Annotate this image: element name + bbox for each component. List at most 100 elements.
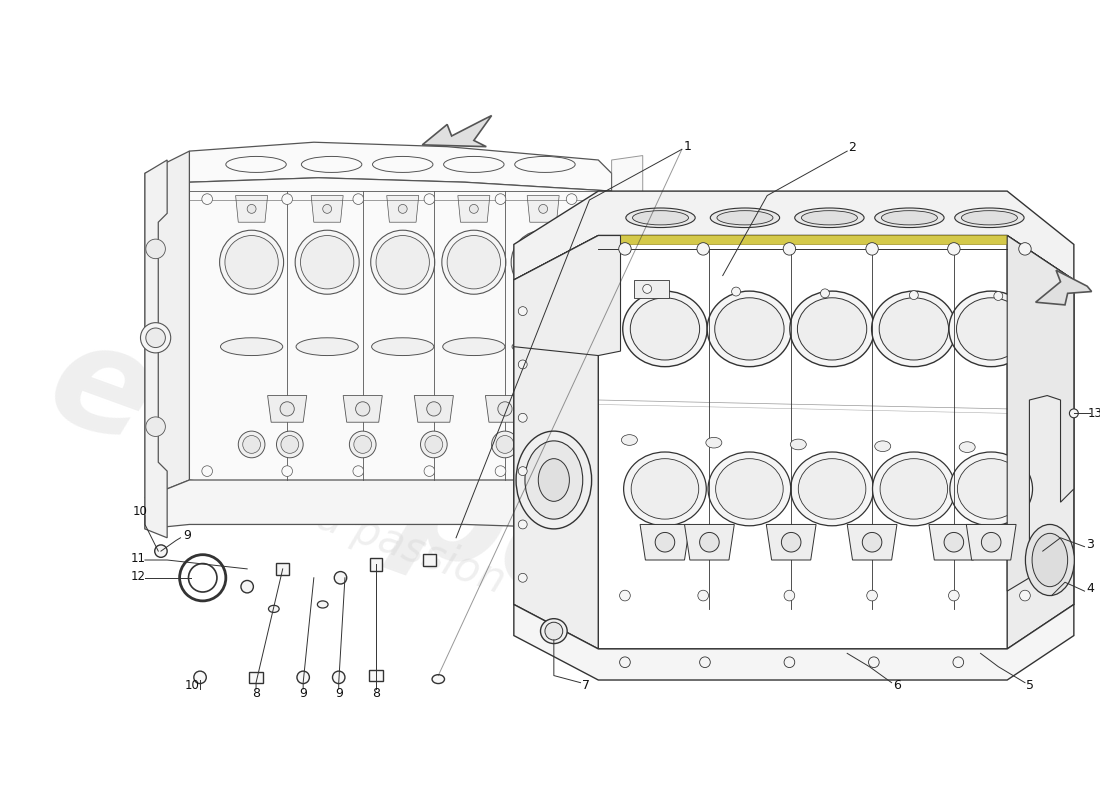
Polygon shape: [966, 525, 1016, 560]
Ellipse shape: [1032, 534, 1068, 586]
Ellipse shape: [790, 291, 874, 366]
Ellipse shape: [881, 210, 937, 225]
Ellipse shape: [708, 452, 791, 526]
Circle shape: [1019, 242, 1031, 255]
Circle shape: [498, 402, 513, 416]
Ellipse shape: [981, 533, 1001, 552]
Circle shape: [425, 466, 435, 477]
Ellipse shape: [957, 298, 1026, 360]
Circle shape: [1020, 590, 1031, 601]
Ellipse shape: [949, 291, 1033, 366]
Circle shape: [188, 563, 217, 592]
Ellipse shape: [296, 338, 359, 355]
Ellipse shape: [420, 431, 448, 458]
Ellipse shape: [862, 533, 882, 552]
Text: 3: 3: [1086, 538, 1093, 550]
Text: 5: 5: [1026, 679, 1034, 692]
Ellipse shape: [300, 235, 354, 289]
Ellipse shape: [621, 434, 637, 446]
Ellipse shape: [350, 431, 376, 458]
Polygon shape: [514, 191, 1074, 280]
Circle shape: [297, 671, 309, 683]
Polygon shape: [930, 525, 979, 560]
Polygon shape: [387, 195, 419, 222]
Circle shape: [495, 466, 506, 477]
Ellipse shape: [794, 208, 865, 227]
Ellipse shape: [443, 157, 504, 173]
Ellipse shape: [781, 533, 801, 552]
Ellipse shape: [540, 618, 568, 643]
Ellipse shape: [950, 452, 1033, 526]
Polygon shape: [1008, 235, 1074, 649]
Circle shape: [642, 285, 651, 294]
Text: 9: 9: [184, 529, 191, 542]
Ellipse shape: [871, 291, 956, 366]
Polygon shape: [847, 525, 896, 560]
Circle shape: [322, 205, 331, 214]
Circle shape: [518, 574, 527, 582]
Circle shape: [910, 290, 918, 299]
Ellipse shape: [630, 298, 700, 360]
Ellipse shape: [717, 210, 773, 225]
Polygon shape: [145, 160, 167, 538]
Ellipse shape: [790, 439, 806, 450]
Ellipse shape: [318, 601, 328, 608]
Ellipse shape: [961, 210, 1018, 225]
Ellipse shape: [626, 208, 695, 227]
Ellipse shape: [707, 291, 792, 366]
Ellipse shape: [624, 452, 706, 526]
Circle shape: [518, 520, 527, 529]
Ellipse shape: [372, 338, 433, 355]
Ellipse shape: [220, 230, 284, 294]
Circle shape: [518, 466, 527, 475]
Ellipse shape: [872, 452, 955, 526]
Text: 1: 1: [683, 140, 691, 153]
Polygon shape: [684, 525, 735, 560]
Ellipse shape: [538, 458, 570, 502]
Ellipse shape: [959, 442, 976, 453]
Ellipse shape: [448, 235, 501, 289]
Ellipse shape: [513, 338, 574, 355]
Ellipse shape: [515, 157, 575, 173]
Polygon shape: [1008, 235, 1074, 591]
Text: a passion for cars: a passion for cars: [311, 495, 672, 661]
Circle shape: [427, 402, 441, 416]
Polygon shape: [343, 395, 383, 422]
Text: 10: 10: [133, 505, 147, 518]
Polygon shape: [1035, 270, 1091, 305]
Ellipse shape: [530, 431, 557, 458]
Circle shape: [518, 306, 527, 315]
Ellipse shape: [874, 441, 891, 451]
Ellipse shape: [243, 435, 261, 454]
Ellipse shape: [517, 235, 570, 289]
Circle shape: [353, 194, 364, 205]
Ellipse shape: [525, 441, 583, 519]
Ellipse shape: [711, 208, 780, 227]
Ellipse shape: [715, 298, 784, 360]
Circle shape: [495, 194, 506, 205]
Circle shape: [355, 402, 370, 416]
Ellipse shape: [226, 157, 286, 173]
Polygon shape: [634, 280, 670, 298]
Text: 85: 85: [804, 366, 979, 487]
Polygon shape: [640, 525, 690, 560]
Circle shape: [732, 287, 740, 296]
Ellipse shape: [798, 298, 867, 360]
Ellipse shape: [146, 239, 165, 258]
Polygon shape: [598, 234, 1008, 243]
Ellipse shape: [268, 606, 279, 613]
Text: 8: 8: [372, 687, 381, 700]
Circle shape: [282, 466, 293, 477]
Polygon shape: [514, 235, 598, 649]
Circle shape: [398, 205, 407, 214]
Circle shape: [869, 657, 879, 667]
Ellipse shape: [1025, 525, 1075, 595]
Ellipse shape: [512, 230, 575, 294]
Text: 6: 6: [893, 679, 901, 692]
Ellipse shape: [516, 431, 592, 529]
Ellipse shape: [656, 533, 674, 552]
Circle shape: [784, 590, 794, 601]
Polygon shape: [458, 195, 490, 222]
Circle shape: [566, 466, 578, 477]
Circle shape: [248, 205, 256, 214]
